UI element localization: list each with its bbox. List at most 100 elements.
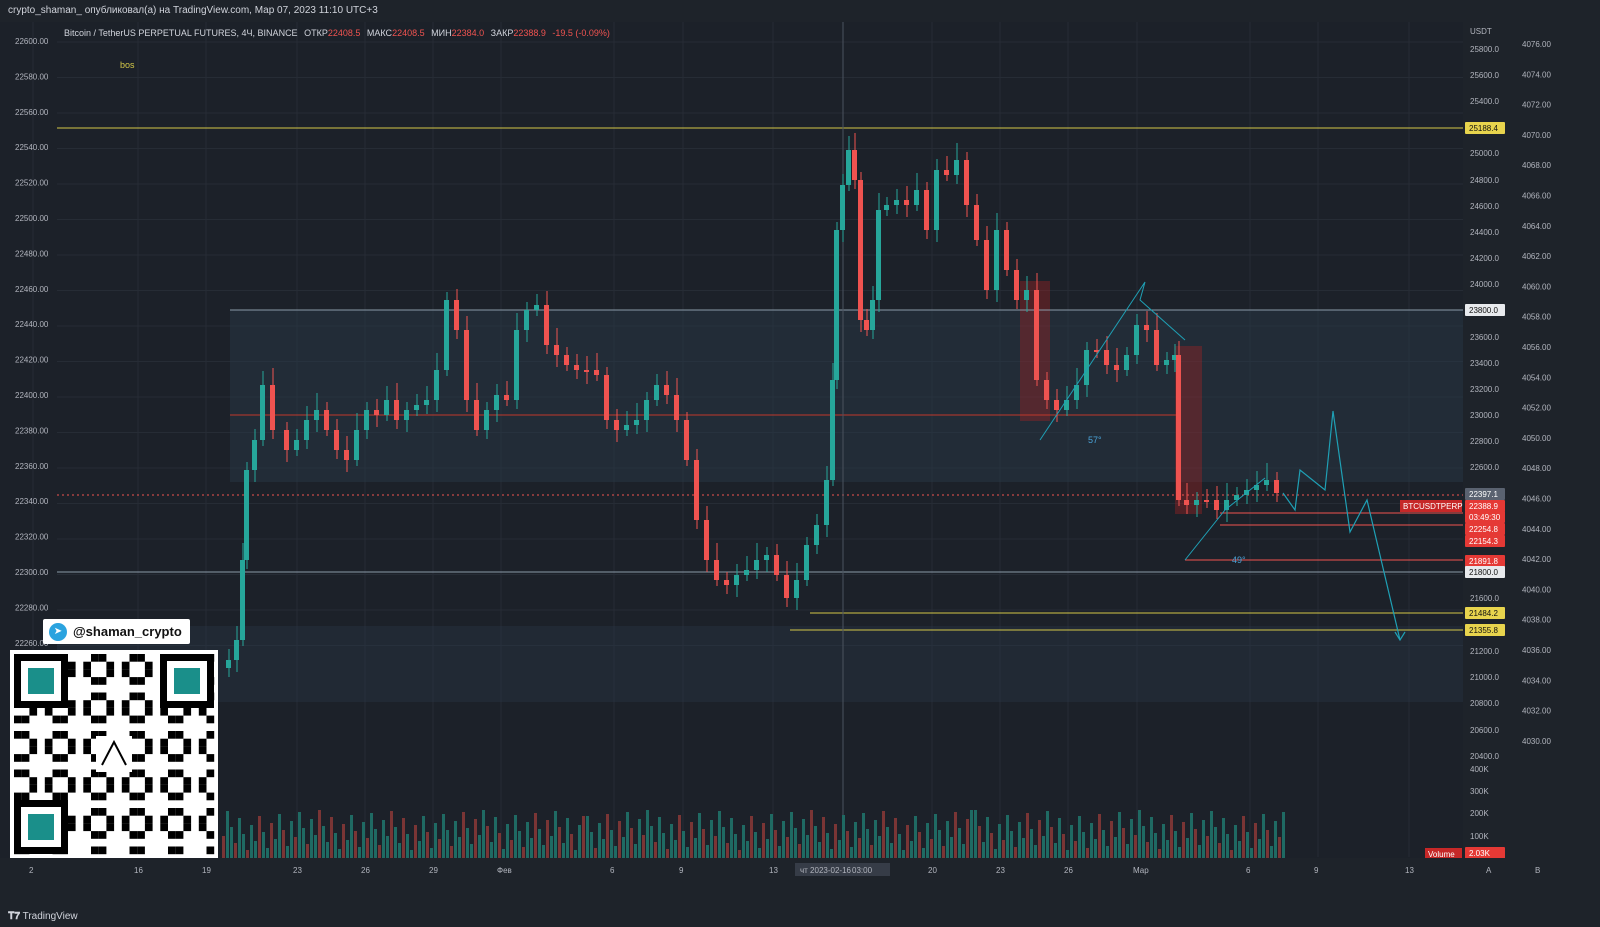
qr-module	[14, 754, 22, 762]
volume-bar	[394, 827, 397, 858]
volume-bar	[418, 841, 421, 858]
volume-bar	[926, 823, 929, 858]
volume-bar	[626, 812, 629, 858]
volume-bar	[350, 815, 353, 858]
far-right-axis-label: 4052.00	[1522, 404, 1551, 413]
qr-module	[91, 792, 99, 801]
qr-module	[91, 715, 99, 724]
volume-bar	[1054, 843, 1057, 858]
telegram-badge[interactable]: ➤ @shaman_crypto	[43, 619, 190, 644]
volume-bar	[726, 843, 729, 858]
tag-21800: 21800.0	[1469, 568, 1498, 577]
candle-body	[1104, 350, 1109, 365]
volume-bar	[1174, 831, 1177, 858]
time-axis-label: 29	[429, 866, 438, 875]
price-chart[interactable]: 57°49°22600.0022580.0022560.0022540.0022…	[0, 0, 1600, 906]
qr-module	[44, 784, 53, 793]
qr-module	[198, 823, 207, 832]
volume-bar	[642, 835, 645, 858]
qr-module	[91, 731, 99, 739]
volume-bar	[450, 846, 453, 858]
candle-body	[1134, 325, 1139, 355]
candle-body	[830, 380, 835, 480]
candle-body	[924, 190, 929, 230]
qr-module	[137, 754, 145, 762]
qr-module	[83, 777, 91, 785]
volume-bar	[706, 845, 709, 858]
angle-49-label: 49°	[1232, 555, 1246, 565]
volume-bar	[566, 818, 569, 858]
volume-bar	[434, 823, 437, 858]
volume-bar	[1242, 816, 1245, 858]
symbol-title[interactable]: Bitcoin / TetherUS PERPETUAL FUTURES, 4Ч…	[64, 28, 298, 38]
qr-module	[106, 707, 115, 716]
volume-bar	[570, 834, 573, 858]
qr-module	[160, 784, 168, 793]
tag-22154-bg	[1465, 535, 1505, 547]
tag-countdown: 03:49:30	[1469, 513, 1501, 522]
qr-module	[121, 707, 130, 716]
chart-area[interactable]	[0, 22, 1600, 879]
volume-bar	[658, 817, 661, 858]
volume-bar	[942, 846, 945, 858]
candle-body	[434, 370, 439, 400]
tag-21891: 21891.8	[1469, 557, 1498, 566]
qr-module	[206, 754, 215, 762]
projection-arrow-icon	[1394, 631, 1406, 642]
far-right-axis-label: 4032.00	[1522, 707, 1551, 716]
volume-bar	[714, 836, 717, 858]
volume-bar	[518, 831, 521, 858]
qr-module	[98, 831, 107, 839]
candle-body	[252, 440, 257, 470]
qr-module	[67, 777, 76, 785]
volume-bar	[582, 816, 585, 858]
qr-module	[83, 661, 91, 670]
qr-module	[21, 792, 30, 801]
volume-bar	[230, 827, 233, 858]
right-axis-label: 25600.0	[1470, 71, 1499, 80]
candle-body	[594, 370, 599, 375]
candle-body	[934, 170, 939, 230]
candle-body	[414, 405, 419, 410]
qr-module	[83, 738, 91, 747]
far-right-axis-label: 4074.00	[1522, 70, 1551, 79]
right-axis-label: 22600.0	[1470, 463, 1499, 472]
volume-bar	[490, 842, 493, 858]
candle-body	[954, 160, 959, 175]
qr-module	[175, 808, 184, 816]
telegram-icon: ➤	[49, 622, 67, 641]
right-axis-label: 24200.0	[1470, 254, 1499, 263]
right-axis-label: 24400.0	[1470, 228, 1499, 237]
volume-bar	[594, 848, 597, 858]
qr-module	[198, 784, 207, 793]
volume-bar	[742, 825, 745, 858]
bos-annotation[interactable]: bos	[120, 60, 135, 70]
volume-bar	[1146, 842, 1149, 858]
qr-module	[52, 754, 61, 762]
time-crosshair-label: чт 2023-02-16	[800, 866, 852, 875]
candle-body	[794, 580, 799, 598]
volume-bar	[1058, 818, 1061, 858]
open-label: ОТКР	[304, 28, 328, 38]
close-value: 22388.9	[513, 28, 546, 38]
volume-bar	[846, 831, 849, 858]
volume-bar	[898, 834, 901, 858]
volume-bar	[1282, 812, 1285, 858]
tag-25188-bg	[1465, 122, 1505, 134]
candle-body	[894, 200, 899, 205]
publish-line: crypto_shaman_ опубликовал(а) на Trading…	[8, 5, 378, 16]
qr-module	[160, 746, 168, 755]
volume-bar	[438, 839, 441, 858]
time-axis-label: 9	[1314, 866, 1319, 875]
time-axis-label: Фев	[497, 866, 512, 875]
volume-bar	[506, 824, 509, 858]
far-right-axis-label: 4034.00	[1522, 676, 1551, 685]
left-axis-label: 22600.00	[15, 37, 49, 46]
qr-module	[121, 700, 130, 708]
volume-bar	[638, 819, 641, 858]
candle-body	[804, 545, 809, 580]
volume-label: Volume	[1428, 850, 1455, 859]
qr-module	[129, 731, 138, 739]
volume-bar	[886, 827, 889, 858]
volume-bar	[398, 843, 401, 858]
